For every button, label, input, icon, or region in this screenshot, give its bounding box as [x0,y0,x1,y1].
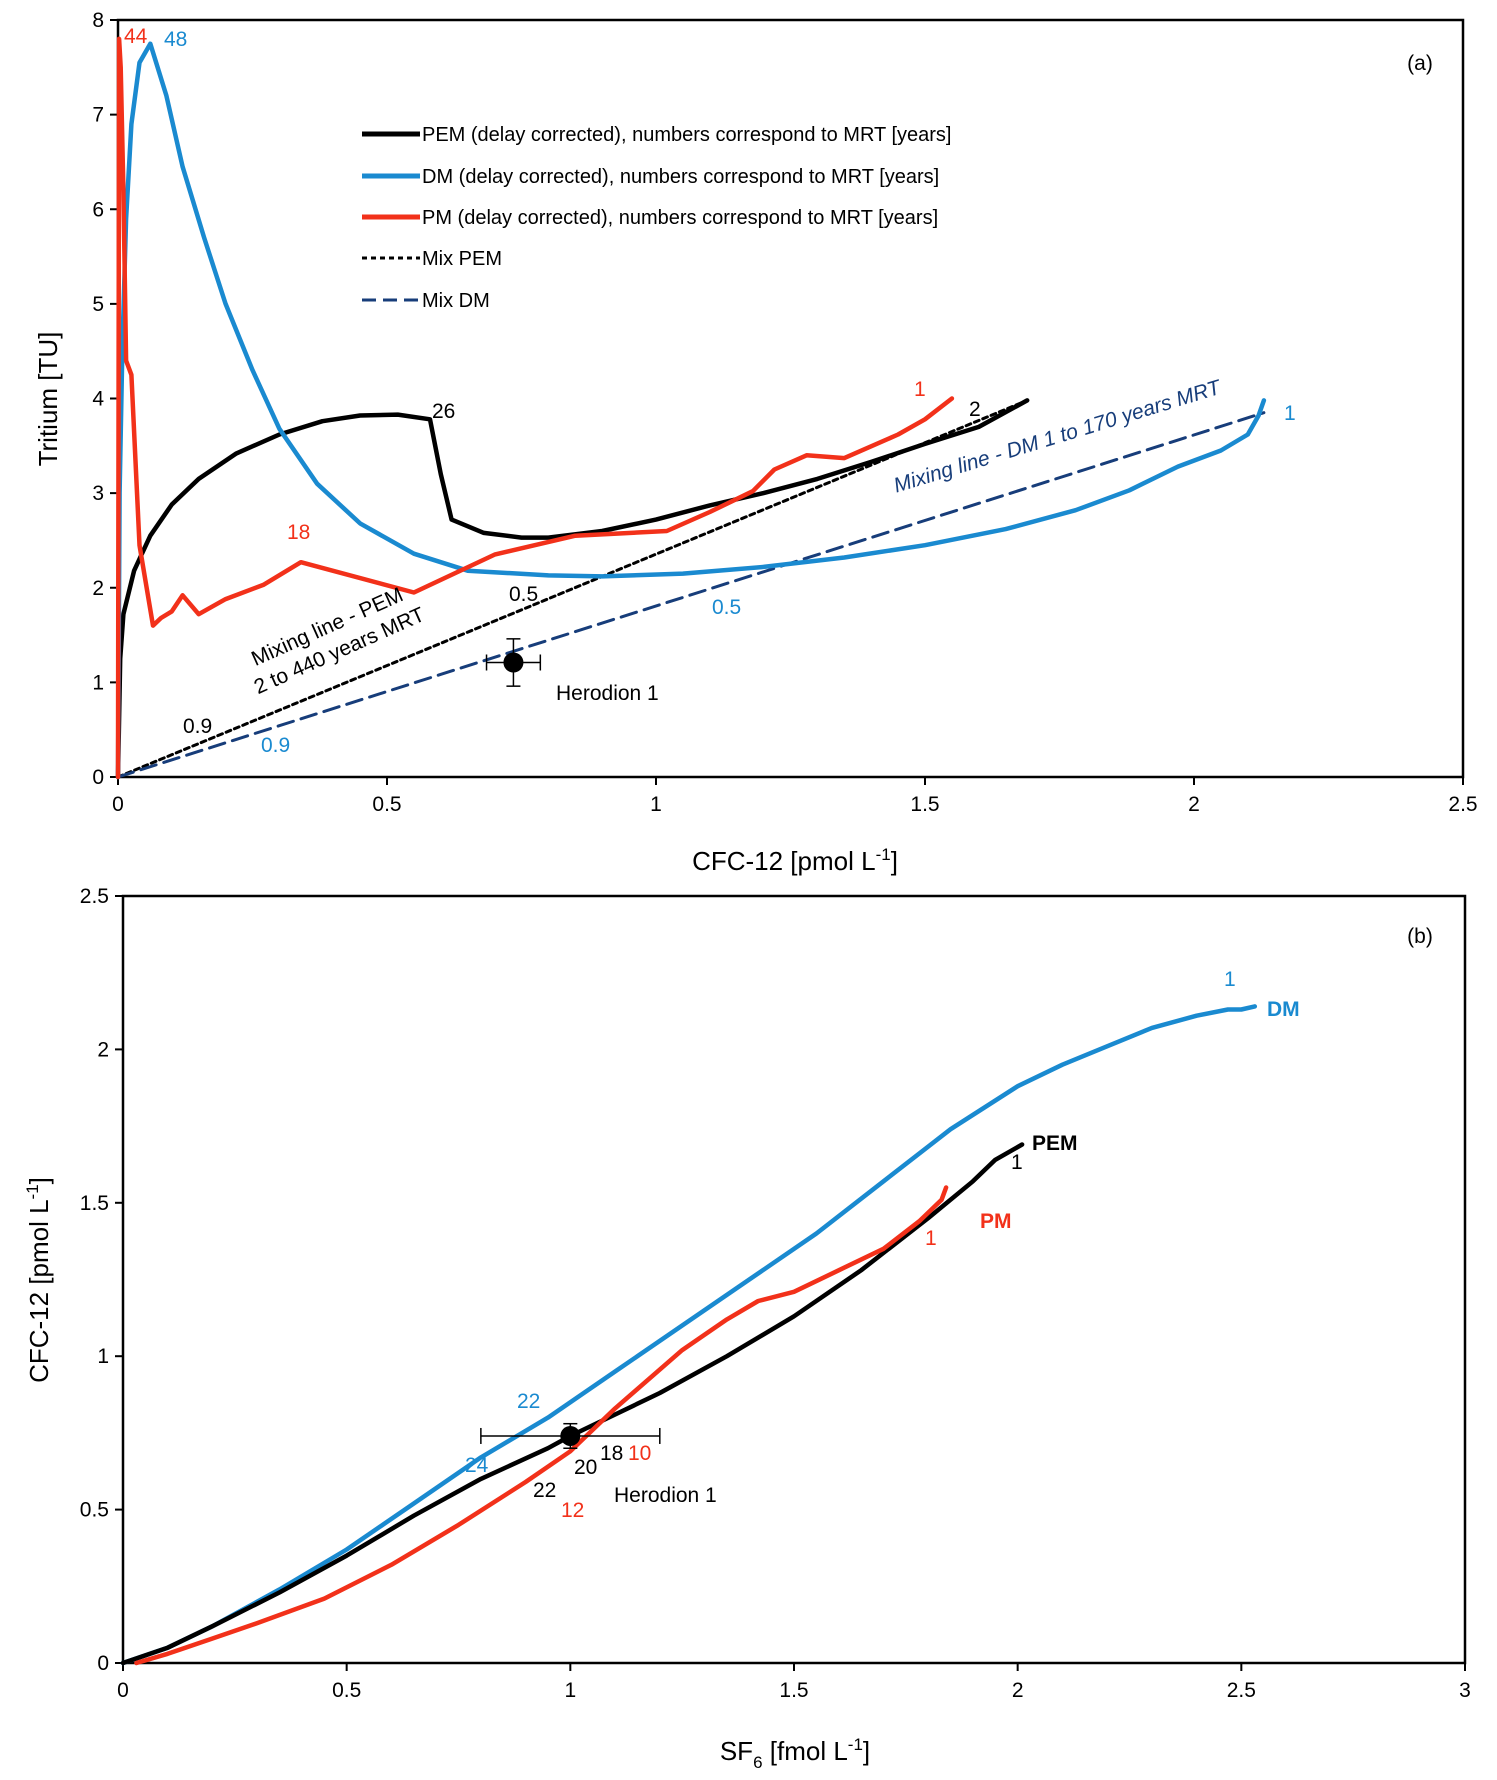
panel-b-pem-annotation-1: 1 [1011,1151,1023,1174]
dm-annotation-0-5: 0.5 [712,596,741,619]
panel-a-y-axis-label: Tritium [TU] [33,332,63,467]
x-tick-label: 2 [1188,793,1200,816]
x-tick-label: 1.5 [910,793,939,816]
x-tick-label: 0 [112,793,124,816]
y-tick-label: 0.5 [80,1499,109,1522]
x-tick-label: 2.5 [1227,1679,1256,1702]
panel-a-sample [485,638,542,687]
series-line-pem [120,1142,1025,1666]
series-line-pm [115,36,955,780]
y-tick-label: 5 [92,293,104,316]
y-tick-label: 0 [92,766,104,789]
y-tick-label: 1 [92,671,104,694]
panel-a: 0 0.5 1 1.5 2 2.5 0 1 2 3 4 5 6 7 8 (a) CFC-12 [pmol L… [33,9,1478,876]
legend-pm-label: PM (delay corrected), numbers correspond… [422,207,938,229]
pm-annotation-44: 44 [124,25,148,48]
panel-b-dm-annotation-24: 24 [465,1454,489,1477]
y-tick-label: 1.5 [80,1192,109,1215]
panel-b-pem-annotation-20: 20 [574,1456,597,1479]
panel-b-pm-annotation-12: 12 [561,1499,584,1522]
pm-annotation-18: 18 [287,521,310,544]
dm-annotation-0-9: 0.9 [261,734,290,757]
x-tick-label: 1 [564,1679,576,1702]
panel-b-curves [120,1004,1258,1666]
pem-annotation-26: 26 [432,400,455,423]
y-tick-label: 0 [97,1652,109,1675]
panel-a-curves [115,36,1267,780]
panel-a-mixing-lines [116,398,1266,779]
series-line-mixpem [116,398,1029,779]
x-tick-label: 3 [1459,1679,1471,1702]
panel-b-sample-label: Herodion 1 [614,1484,717,1507]
panel-b-frame [121,894,1467,1665]
panel-b-pm-annotation-10: 10 [628,1442,651,1465]
legend-mix-pem-label: Mix PEM [422,248,502,270]
x-tick-label: 2.5 [1448,793,1477,816]
y-tick-label: 2.5 [80,885,109,908]
legend-dm-label: DM (delay corrected), numbers correspond… [422,166,939,188]
panel-b-dm-annotation-1: 1 [1224,968,1236,991]
dm-annotation-1: 1 [1284,402,1296,425]
panel-b: 0 0.5 1 1.5 2 2.5 3 0 0.5 1 1.5 2 2.5 (b) SF6 [fmol … [23,885,1471,1772]
y-tick-label: 1 [97,1345,109,1368]
pem-annotation-2: 2 [969,398,981,421]
panel-a-label: (a) [1407,52,1433,75]
x-tick-label: 0.5 [372,793,401,816]
panel-b-pem-annotation-22: 22 [533,1479,556,1502]
sample-point [503,652,524,673]
y-tick-label: 8 [92,9,104,32]
panel-b-dm-annotation-22: 22 [517,1390,540,1413]
pem-annotation-0-5: 0.5 [509,583,538,606]
series-line-dm [120,1004,1258,1666]
legend-mix-dm-label: Mix DM [422,290,490,312]
panel-b-x-axis-label: SF6 [fmol L-1] [720,1735,870,1772]
sample-point [560,1425,581,1446]
panel-b-pm-annotation-1: 1 [925,1227,937,1250]
panel-b-sample [480,1422,661,1449]
pm-annotation-1: 1 [914,378,926,401]
y-tick-label: 6 [92,198,104,221]
series-line-mixdm [116,411,1266,779]
series-line-dm [115,41,1267,780]
series-line-pm [134,1185,949,1666]
legend-pem-label: PEM (delay corrected), numbers correspon… [422,124,951,146]
dm-annotation-48: 48 [164,28,187,51]
panel-b-y-axis-label: CFC-12 [pmol L-1] [23,1177,54,1383]
y-tick-label: 4 [92,388,104,411]
x-tick-label: 2 [1012,1679,1024,1702]
panel-a-legend: PEM (delay corrected), numbers correspon… [362,124,951,312]
panel-b-pm-series-label: PM [980,1210,1012,1233]
series-line-pem [115,398,1030,780]
x-tick-label: 0 [117,1679,129,1702]
x-tick-label: 1 [650,793,662,816]
panel-b-pem-annotation-18: 18 [600,1442,623,1465]
y-tick-label: 2 [92,577,104,600]
x-tick-label: 0.5 [332,1679,361,1702]
panel-a-sample-label: Herodion 1 [556,682,659,705]
y-tick-label: 2 [97,1038,109,1061]
x-tick-label: 1.5 [779,1679,808,1702]
panel-a-x-axis-label: CFC-12 [pmol L-1] [692,845,898,876]
y-tick-label: 3 [92,482,104,505]
panel-a-ticks: 0 0.5 1 1.5 2 2.5 0 1 2 3 4 5 6 7 8 [92,9,1477,816]
panel-b-ticks: 0 0.5 1 1.5 2 2.5 3 0 0.5 1 1.5 2 2.5 [80,885,1471,1702]
panel-b-pem-series-label: PEM [1032,1132,1078,1155]
pem-annotation-0-9: 0.9 [183,715,212,738]
panel-b-label: (b) [1407,925,1433,948]
y-tick-label: 7 [92,104,104,127]
panel-b-dm-series-label: DM [1267,998,1300,1021]
